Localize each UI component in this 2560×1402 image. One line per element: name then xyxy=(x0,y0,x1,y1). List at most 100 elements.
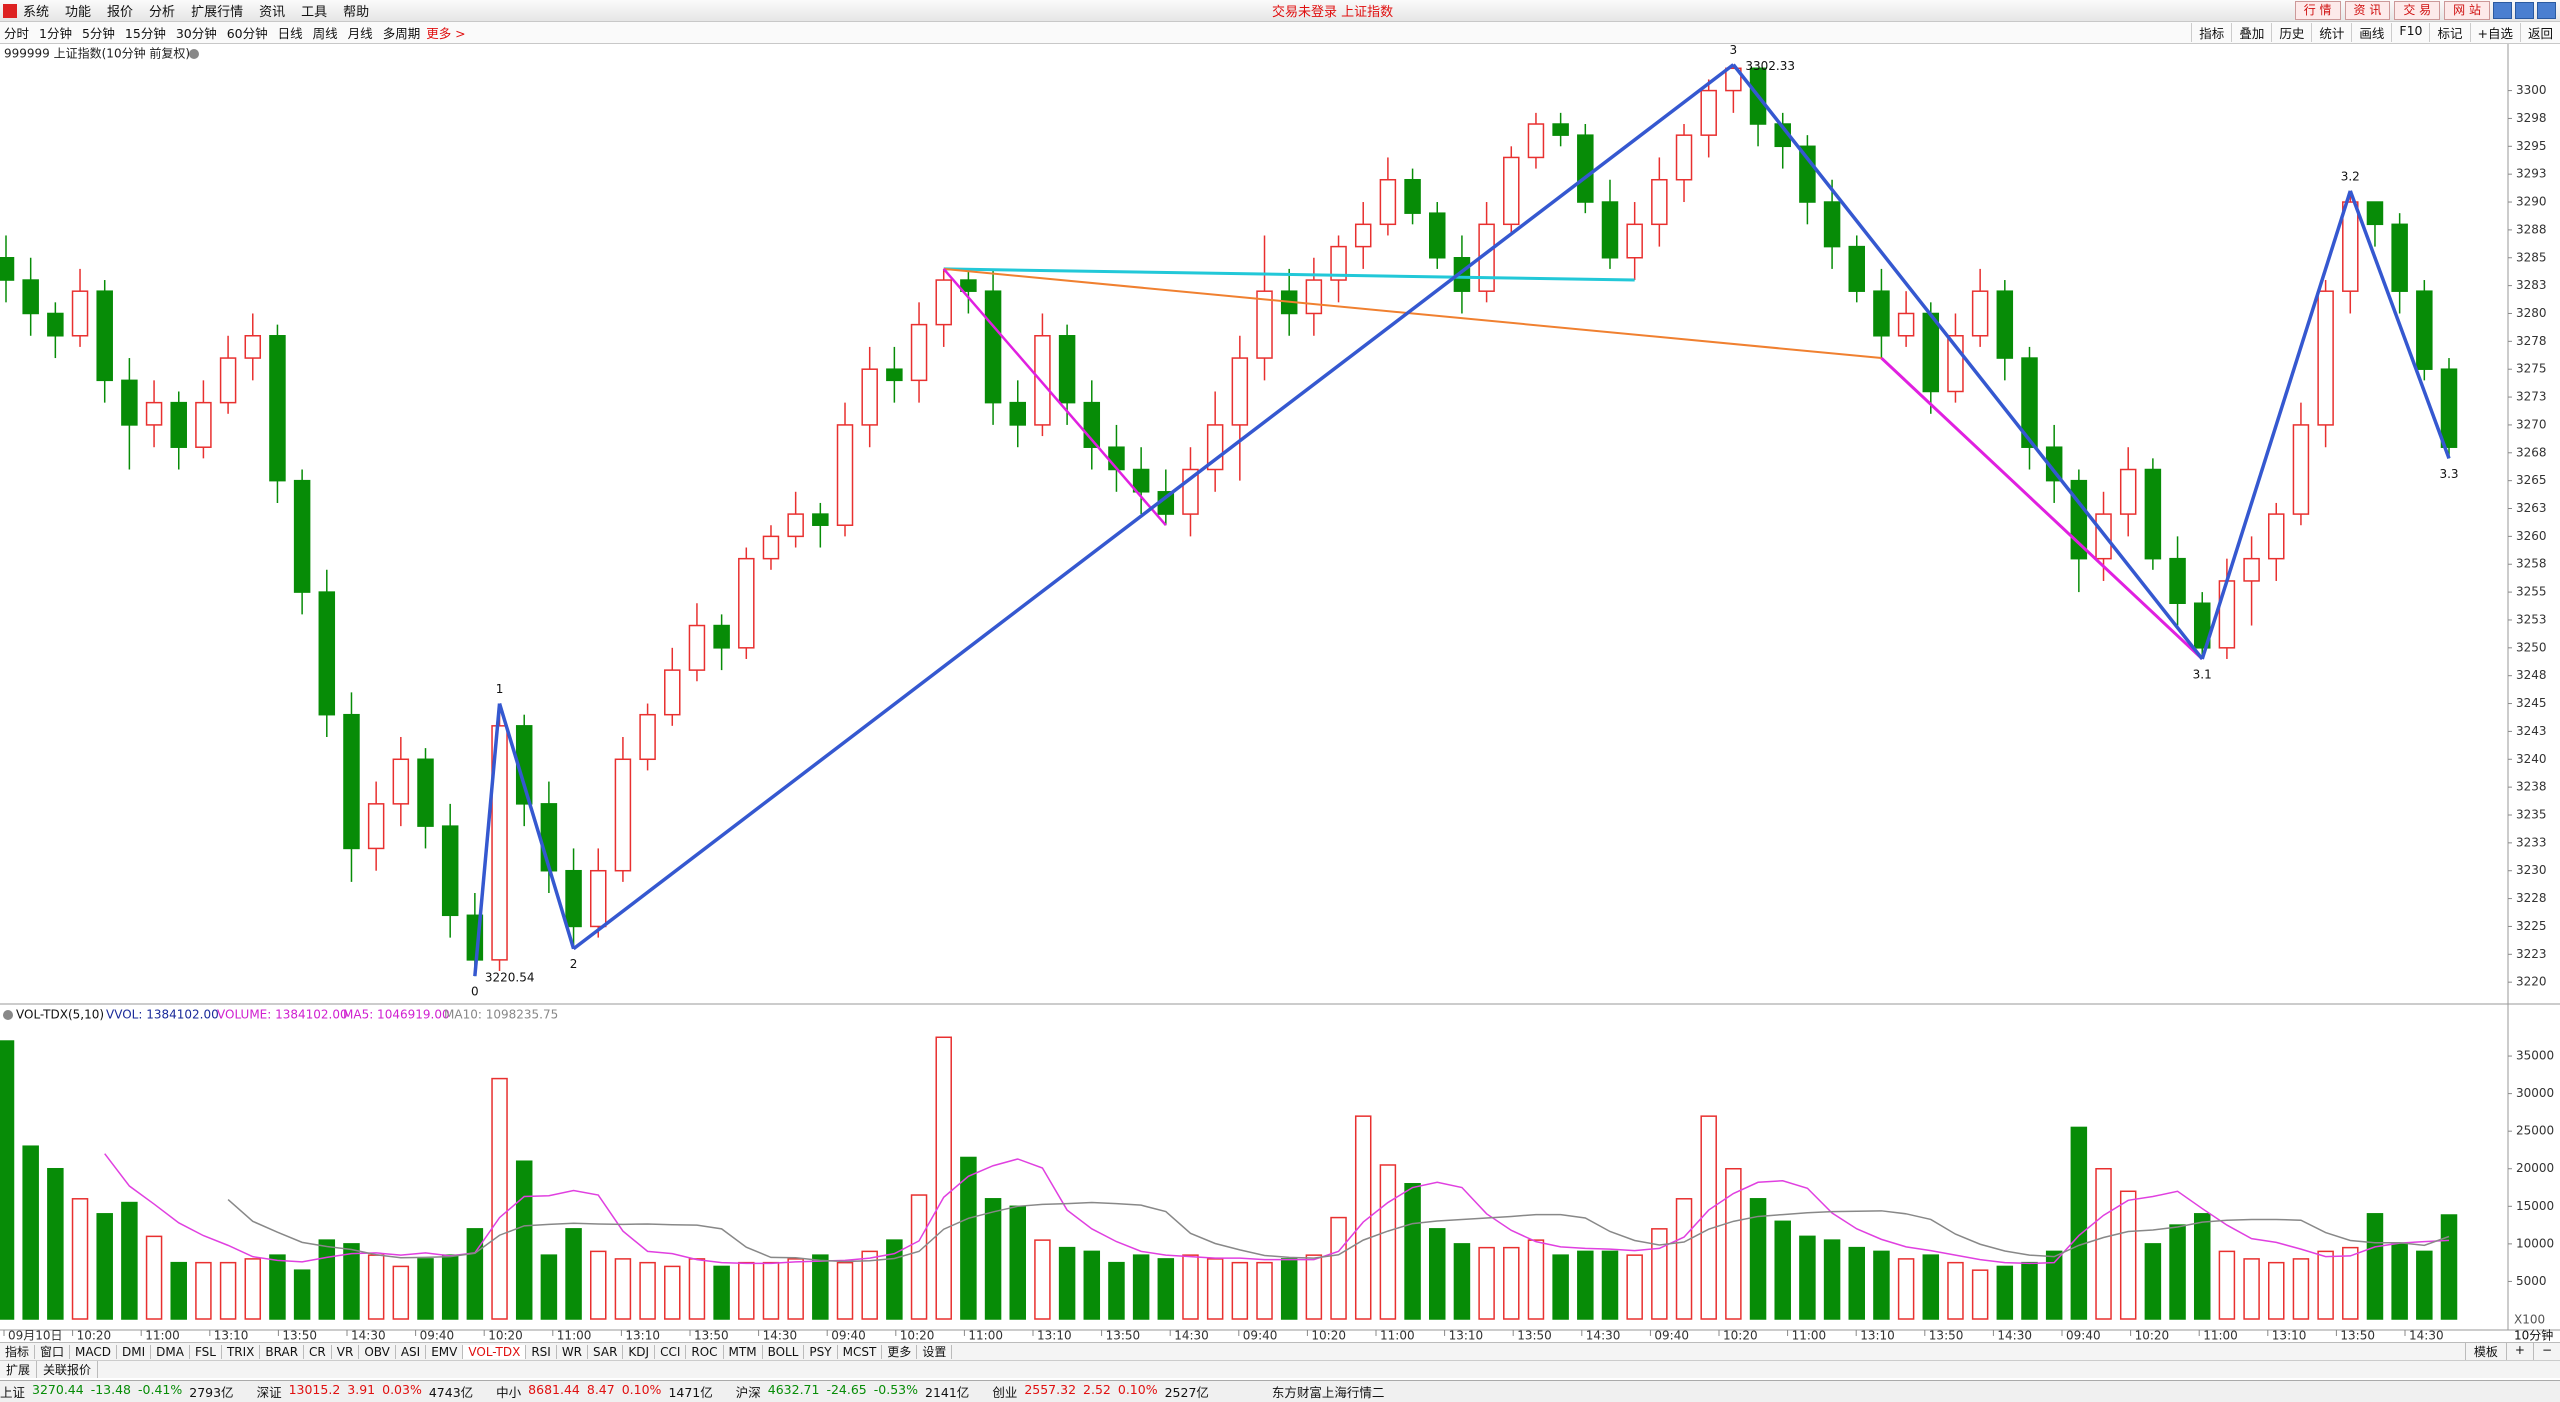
quick-button[interactable]: 资 讯 xyxy=(2344,1,2391,20)
indicator-tab[interactable]: TRIX xyxy=(221,1345,261,1359)
menu-item[interactable]: 扩展行情 xyxy=(191,5,244,20)
quick-button[interactable]: 行 情 xyxy=(2294,1,2341,20)
indicator-tab[interactable]: 指标 xyxy=(0,1345,36,1359)
index-quote[interactable]: 中小 8681.44 8.47 0.10% 1471亿 xyxy=(496,1382,720,1401)
menu-item[interactable]: 工具 xyxy=(301,5,328,20)
wave-label: 2 xyxy=(570,957,578,971)
candle-body xyxy=(1897,312,1915,337)
indicator-tab[interactable]: PSY xyxy=(804,1345,838,1359)
indicator-tab[interactable]: MACD xyxy=(70,1345,118,1359)
period-button[interactable]: 日线 xyxy=(277,26,303,41)
chart-title: 999999 上证指数(10分钟 前复权) xyxy=(4,46,190,61)
menu-item[interactable]: 系统 xyxy=(23,5,50,20)
wave-label: 3.1 xyxy=(2193,667,2212,681)
index-name: 中小 xyxy=(496,1385,522,1400)
tool-button[interactable]: 指标 xyxy=(2191,23,2231,42)
indicator-tab[interactable]: CCI xyxy=(655,1345,687,1359)
y-tick-label: 3295 xyxy=(2516,139,2547,153)
tool-button[interactable]: F10 xyxy=(2391,23,2429,42)
sub-tab[interactable]: 扩展 xyxy=(0,1361,38,1378)
more-periods[interactable]: 更多 > xyxy=(426,26,466,41)
volume-bar xyxy=(1601,1250,1619,1320)
indicator-tab[interactable]: 更多 xyxy=(882,1345,918,1359)
indicator-tab[interactable]: SAR xyxy=(588,1345,624,1359)
tool-button[interactable]: 统计 xyxy=(2311,23,2351,42)
quick-button[interactable]: 交 易 xyxy=(2394,1,2441,20)
close[interactable] xyxy=(2537,2,2556,19)
indicator-tab[interactable]: DMA xyxy=(151,1345,190,1359)
quick-button[interactable]: 网 站 xyxy=(2444,1,2490,20)
period-button[interactable]: 15分钟 xyxy=(124,26,166,41)
period-button[interactable]: 多周期 xyxy=(382,26,421,41)
period-button[interactable]: 月线 xyxy=(347,26,373,41)
y-tick-label: 20000 xyxy=(2516,1161,2554,1175)
tool-button[interactable]: 叠加 xyxy=(2231,23,2271,42)
indicator-tab[interactable]: ASI xyxy=(395,1345,427,1359)
volume-bar xyxy=(886,1239,903,1320)
sub-tab[interactable]: 关联报价 xyxy=(37,1361,99,1378)
indicator-tab[interactable]: ROC xyxy=(686,1345,724,1359)
candle-body xyxy=(1256,290,1273,359)
index-quote[interactable]: 上证 3270.44 -13.48 -0.41% 2793亿 xyxy=(0,1382,241,1401)
volume-bar xyxy=(121,1201,138,1320)
volume-bar xyxy=(1503,1246,1520,1320)
index-quote[interactable]: 沪深 4632.71 -24.65 -0.53% 2141亿 xyxy=(736,1382,977,1401)
y-tick-label: 3240 xyxy=(2516,752,2547,766)
volume-bar xyxy=(1305,1254,1323,1320)
menu-item[interactable]: 帮助 xyxy=(343,5,370,20)
template-button[interactable]: + xyxy=(2505,1343,2533,1360)
candle-body xyxy=(1527,123,1545,159)
indicator-tab[interactable]: MCST xyxy=(837,1345,883,1359)
template-button[interactable]: 模板 xyxy=(2464,1343,2506,1360)
volume-bar xyxy=(639,1261,656,1320)
index-quote[interactable]: 创业 2557.32 2.52 0.10% 2527亿 xyxy=(992,1382,1216,1401)
volume-bar xyxy=(367,1254,385,1320)
tool-button[interactable]: 画线 xyxy=(2351,23,2391,42)
indicator-tab[interactable]: DMI xyxy=(117,1345,152,1359)
volume-bar xyxy=(1330,1216,1347,1320)
indicator-tab[interactable]: CR xyxy=(304,1345,332,1359)
indicator-tab[interactable]: MTM xyxy=(723,1345,763,1359)
x-tick-label: 09:40 xyxy=(2066,1329,2101,1343)
indicator-tab[interactable]: EMV xyxy=(426,1345,464,1359)
indicator-tab[interactable]: VR xyxy=(331,1345,360,1359)
candle-body xyxy=(738,557,755,649)
template-button[interactable]: − xyxy=(2532,1343,2560,1360)
tool-button[interactable]: 标记 xyxy=(2429,23,2469,42)
menu-item[interactable]: 资讯 xyxy=(259,5,286,20)
period-button[interactable]: 5分钟 xyxy=(81,26,115,41)
indicator-tab[interactable]: FSL xyxy=(189,1345,222,1359)
indicator-tab[interactable]: RSI xyxy=(526,1345,557,1359)
x-tick-label: 14:30 xyxy=(1997,1329,2032,1343)
period-button[interactable]: 1分钟 xyxy=(39,26,72,41)
menu-item[interactable]: 分析 xyxy=(149,5,176,20)
minimize[interactable] xyxy=(2493,2,2512,19)
menu-item[interactable]: 报价 xyxy=(107,5,134,20)
volume-bar xyxy=(71,1198,89,1320)
indicator-tab[interactable]: WR xyxy=(556,1345,589,1359)
indicator-tab[interactable]: 设置 xyxy=(917,1345,953,1359)
menu-item[interactable]: 功能 xyxy=(65,5,92,20)
indicator-tab[interactable]: BOLL xyxy=(762,1345,805,1359)
indicator-tab[interactable]: VOL-TDX xyxy=(463,1345,527,1359)
volume-bar xyxy=(1971,1269,1989,1320)
indicator-tab[interactable]: BRAR xyxy=(260,1345,305,1359)
candle-body xyxy=(1330,245,1347,281)
period-button[interactable]: 60分钟 xyxy=(226,26,268,41)
period-button[interactable]: 周线 xyxy=(312,26,338,41)
period-button[interactable]: 分时 xyxy=(4,26,30,41)
index-price: 8681.44 xyxy=(528,1382,580,1397)
volume-bar xyxy=(466,1228,484,1320)
volume-bar xyxy=(1206,1258,1224,1320)
indicator-tab[interactable]: OBV xyxy=(359,1345,396,1359)
tool-button[interactable]: 返回 xyxy=(2519,23,2560,42)
candle-body xyxy=(2144,468,2162,560)
tool-button[interactable]: 历史 xyxy=(2271,23,2311,42)
indicator-tab[interactable]: KDJ xyxy=(623,1345,656,1359)
maximize[interactable] xyxy=(2515,2,2534,19)
index-quote[interactable]: 深证 13015.2 3.91 0.03% 4743亿 xyxy=(257,1382,481,1401)
period-button[interactable]: 30分钟 xyxy=(175,26,217,41)
tool-button[interactable]: +自选 xyxy=(2469,23,2520,42)
indicator-legend: VOLUME: 1384102.00 xyxy=(217,1008,348,1022)
indicator-tab[interactable]: 窗口 xyxy=(35,1345,71,1359)
